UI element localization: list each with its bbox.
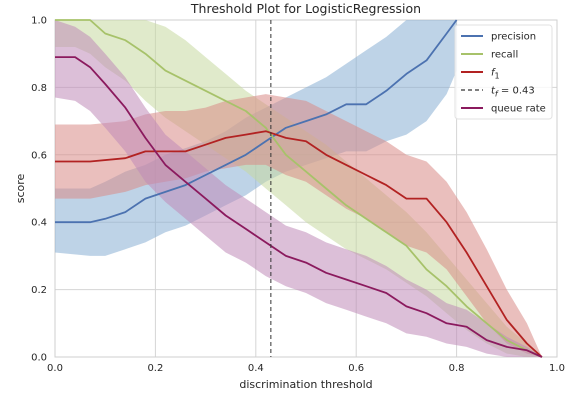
legend-threshold-sub: f xyxy=(495,90,499,99)
legend-label-f1: f1 xyxy=(491,68,500,81)
legend-label-precision: precision xyxy=(491,32,536,43)
y-tick-label: 0.6 xyxy=(31,150,47,161)
y-tick-label: 1.0 xyxy=(31,16,47,27)
y-tick-label: 0.0 xyxy=(31,353,47,364)
y-tick-label: 0.2 xyxy=(31,285,47,296)
legend-label-queue-rate: queue rate xyxy=(491,104,546,115)
legend-label-threshold: tf = 0.43 xyxy=(491,86,535,99)
y-tick-label: 0.8 xyxy=(31,83,47,94)
recall-band xyxy=(55,20,542,357)
legend-f1-main: f xyxy=(491,68,496,79)
x-tick-label: 0.8 xyxy=(449,363,465,374)
legend-threshold-main: t xyxy=(491,86,496,97)
legend-box xyxy=(454,24,553,120)
precision-line xyxy=(55,19,458,224)
x-tick-label: 0.2 xyxy=(147,363,163,374)
f1-line xyxy=(55,130,543,358)
x-tick-label: 1.0 xyxy=(549,363,565,374)
series-lines xyxy=(55,19,543,358)
legend-label-recall: recall xyxy=(491,50,518,61)
y-tick-label: 0.4 xyxy=(31,218,47,229)
queue-rate-line xyxy=(55,56,543,358)
x-axis-label: discrimination threshold xyxy=(239,378,372,391)
confidence-bands xyxy=(55,20,542,357)
y-axis-label: score xyxy=(14,173,27,203)
recall-line xyxy=(55,19,543,358)
x-tick-label: 0.4 xyxy=(248,363,264,374)
legend-threshold-value: = 0.43 xyxy=(498,86,535,97)
legend-f1-sub: 1 xyxy=(495,72,500,81)
x-tick-label: 0.0 xyxy=(47,363,63,374)
queue-rate-band xyxy=(55,20,542,357)
chart-title: Threshold Plot for LogisticRegression xyxy=(190,1,421,16)
tick-labels: 0.0 0.2 0.4 0.6 0.8 1.0 0.0 0.2 0.4 0.6 0.8 1.0 xyxy=(31,16,565,375)
x-tick-label: 0.6 xyxy=(348,363,364,374)
